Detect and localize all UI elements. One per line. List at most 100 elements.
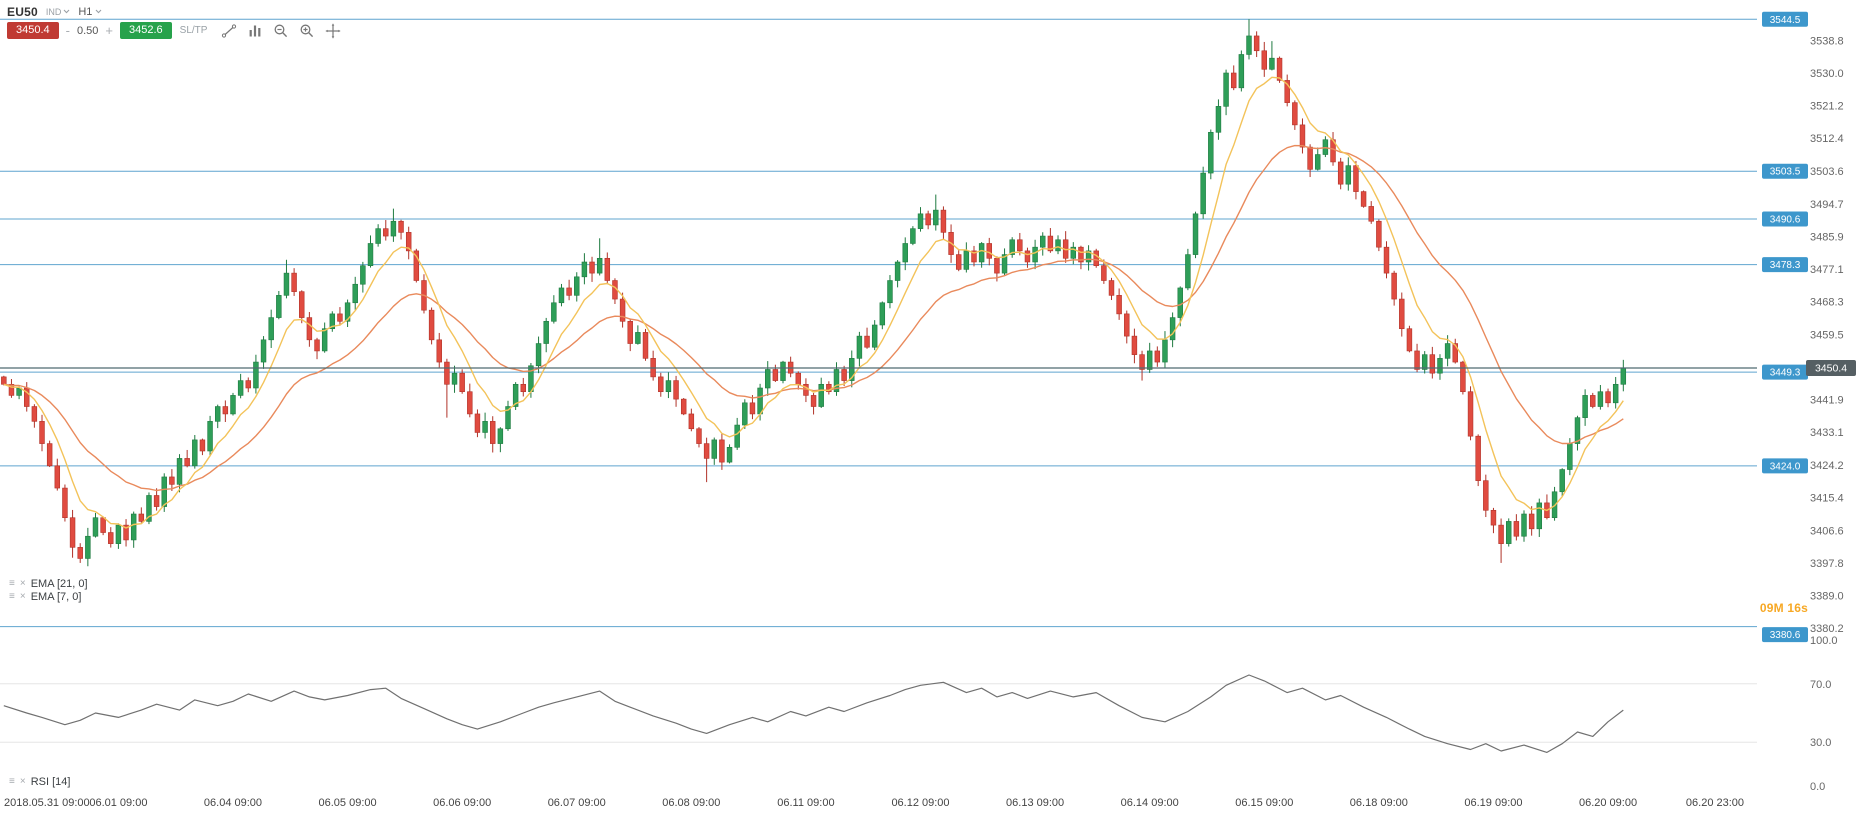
candle-body <box>85 535 91 559</box>
candle-body <box>92 517 99 537</box>
price-level-label[interactable]: 3544.5 <box>1762 11 1808 27</box>
price-level-label-text: 3380.6 <box>1770 630 1801 641</box>
price-level-label[interactable]: 3424.0 <box>1762 458 1808 474</box>
candle-body <box>1231 72 1237 89</box>
ema21-settings-icon[interactable]: ≡ <box>9 578 15 589</box>
candle-body <box>184 458 190 467</box>
candle-body <box>986 243 992 259</box>
price-level-label[interactable]: 3380.6 <box>1762 627 1808 643</box>
ema21-remove-icon[interactable]: × <box>19 578 26 589</box>
candle-body <box>619 298 626 322</box>
price-axis[interactable]: 3538.8 3530.0 3521.2 3512.4 3503.6 3494.7 3485… <box>1762 11 1856 643</box>
candle-body <box>978 243 985 263</box>
candle-body <box>1108 280 1115 296</box>
time-axis-label: 06.14 09:00 <box>1121 797 1179 809</box>
candle-body <box>291 272 297 292</box>
candle-body <box>123 524 129 541</box>
candle-body <box>1391 272 1397 300</box>
candle-body <box>1261 50 1267 70</box>
candle-body <box>512 383 519 407</box>
zoom-out-button[interactable] <box>273 23 289 39</box>
candle-body <box>871 324 878 348</box>
candle-body <box>1567 443 1573 470</box>
price-tick-label: 3424.2 <box>1810 460 1844 472</box>
instrument-type-dropdown[interactable]: IND <box>46 7 71 17</box>
candle-body <box>1467 391 1474 437</box>
candle-body <box>1528 513 1535 530</box>
order-row: 3450.4 - 0.50 + 3452.6 SL/TP <box>7 22 342 39</box>
rsi-settings-icon[interactable]: ≡ <box>9 776 15 787</box>
candle-body <box>146 495 152 522</box>
zoom-in-icon <box>301 24 314 37</box>
candle-body <box>696 428 702 444</box>
candle-body <box>413 250 420 281</box>
candle-body <box>780 361 786 381</box>
candle-body <box>482 421 488 433</box>
volume-decrease-button[interactable]: - <box>65 22 70 38</box>
candle-body <box>1376 220 1382 248</box>
candle-body <box>1383 246 1390 274</box>
candle-body <box>726 446 733 463</box>
zoom-out-icon <box>275 24 288 37</box>
ema7-settings-icon[interactable]: ≡ <box>9 591 15 602</box>
timeframe-dropdown[interactable]: H1 <box>78 6 102 18</box>
candle-body <box>1536 502 1543 530</box>
time-axis[interactable]: 2018.05.31 09:00 06.01 09:00 06.04 09:00 06… <box>4 797 1744 809</box>
candlesticks[interactable] <box>1 19 1627 567</box>
price-level-label[interactable]: 3449.3 <box>1762 364 1808 380</box>
trendline-tool-button[interactable] <box>221 23 237 39</box>
indicators-icon <box>250 25 261 36</box>
candle-body <box>1292 102 1298 126</box>
rsi-remove-icon[interactable]: × <box>19 776 26 787</box>
candle-body <box>62 487 68 519</box>
candle-body <box>856 335 863 359</box>
candle-body <box>772 369 779 381</box>
sltp-button[interactable]: SL/TP <box>179 25 208 36</box>
rsi-pane: 100.0 70.0 30.0 0.0 <box>0 635 1838 793</box>
instrument-symbol: EU50 <box>7 4 38 19</box>
candle-body <box>8 383 15 396</box>
candle-body <box>230 395 236 415</box>
pan-tool-button[interactable] <box>325 22 342 39</box>
candle-body <box>1146 350 1153 370</box>
candle-body <box>1001 254 1008 274</box>
rsi-line <box>3 674 1624 753</box>
candle-body <box>818 383 824 407</box>
buy-button[interactable]: 3452.6 <box>120 22 172 39</box>
sell-button[interactable]: 3450.4 <box>7 22 59 39</box>
price-level-label[interactable]: 3478.3 <box>1762 257 1808 273</box>
time-axis-label: 06.01 09:00 <box>89 797 147 809</box>
candle-body <box>1208 131 1214 174</box>
candle-body <box>894 261 901 281</box>
volume-value[interactable]: 0.50 <box>77 24 99 37</box>
candle-body <box>467 391 473 415</box>
time-axis-label: 06.20 23:00 <box>1686 797 1744 809</box>
candle-body <box>405 232 412 252</box>
candle-body <box>826 383 832 393</box>
price-tick-label: 3397.8 <box>1810 558 1844 570</box>
candle-body <box>1215 106 1222 133</box>
ema7-remove-icon[interactable]: × <box>19 591 26 602</box>
candle-body <box>1315 154 1321 170</box>
indicators-button[interactable] <box>247 23 263 39</box>
candle-body <box>161 476 167 507</box>
candle-body <box>383 228 389 237</box>
candle-body <box>1032 246 1038 263</box>
price-tick-label: 3441.9 <box>1810 394 1844 406</box>
candle-body <box>1269 57 1275 70</box>
candle-body <box>314 339 320 352</box>
zoom-in-button[interactable] <box>299 23 315 39</box>
price-level-label-text: 3490.6 <box>1770 215 1801 226</box>
candle-body <box>1192 213 1199 255</box>
price-level-label[interactable]: 3490.6 <box>1762 211 1808 227</box>
candle-body <box>1590 395 1596 407</box>
time-axis-label: 06.15 09:00 <box>1235 797 1293 809</box>
volume-increase-button[interactable]: + <box>105 22 114 38</box>
candle-body <box>1498 524 1504 544</box>
price-level-label[interactable]: 3503.5 <box>1762 163 1808 179</box>
candle-body <box>711 439 717 459</box>
candle-body <box>1085 250 1092 263</box>
candle-body <box>558 287 565 304</box>
